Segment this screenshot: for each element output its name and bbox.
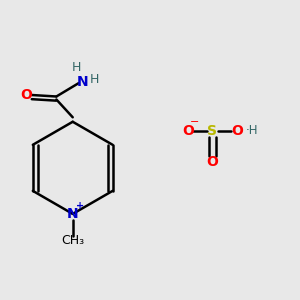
- Text: N: N: [67, 207, 79, 221]
- Text: O: O: [20, 88, 32, 102]
- Text: S: S: [207, 124, 218, 138]
- Text: H: H: [72, 61, 82, 74]
- Text: H: H: [90, 73, 99, 86]
- Text: N: N: [76, 75, 88, 88]
- Text: O: O: [231, 124, 243, 138]
- Text: −: −: [190, 117, 199, 128]
- Text: O: O: [182, 124, 194, 138]
- Text: O: O: [206, 155, 218, 169]
- Text: CH₃: CH₃: [61, 234, 84, 247]
- Text: ·H: ·H: [245, 124, 258, 136]
- Text: +: +: [76, 201, 85, 211]
